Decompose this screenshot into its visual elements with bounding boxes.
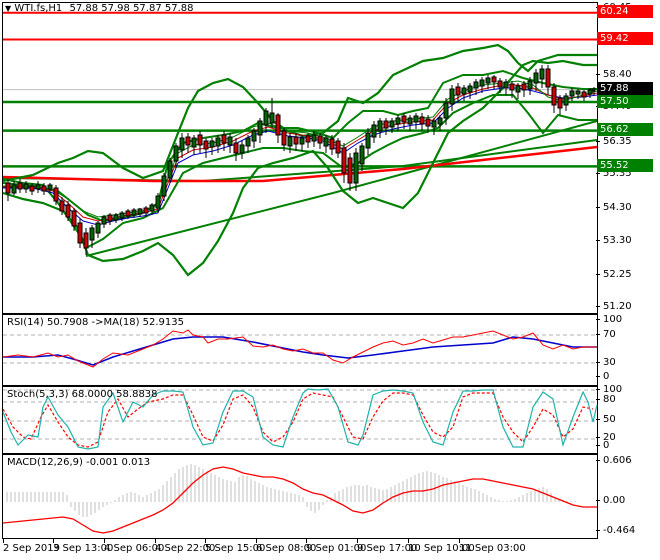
time-tick: 6 Sep 08:00: [256, 538, 317, 554]
rsi-title: RSI(14) 50.7908 ->MA(18) 52.9135: [7, 317, 184, 328]
ohlc-values: 57.88 57.98 57.87 57.88: [69, 3, 194, 14]
price-tick: 55.35: [596, 168, 632, 179]
time-tick: 11 Sep 03:00: [459, 538, 526, 554]
rsi-tick: 100: [595, 314, 622, 325]
stochastic-title: Stoch(5,3,3) 68.0000 58.8838: [7, 389, 158, 400]
rsi-axis[interactable]: 100 70 30 0: [595, 314, 660, 384]
time-tick: 3 Sep 13:00: [53, 538, 114, 554]
stoch-tick: 20: [596, 432, 616, 443]
time-tick: 9 Sep 01:00: [306, 538, 367, 554]
support-level-badge: 55.52: [597, 159, 653, 172]
current-price-badge: 57.88: [597, 82, 653, 95]
rsi-tick: 70: [596, 329, 616, 340]
symbol-label: WTI.fs,H1: [14, 3, 63, 14]
candles: [5, 65, 596, 255]
macd-tick: 0.00: [595, 495, 625, 506]
price-tick: 53.30: [596, 235, 632, 246]
rsi-tick: 0: [595, 371, 609, 382]
stoch-tick: 0: [595, 440, 609, 451]
time-tick: 2 Sep 2019: [3, 538, 61, 554]
stoch-tick: 80: [596, 394, 616, 405]
macd-tick: 0.606: [596, 455, 632, 466]
macd-axis[interactable]: 0.606 0.00 -0.464: [595, 454, 660, 537]
price-tick: 58.40: [596, 69, 632, 80]
price-tick: 56.35: [596, 136, 632, 147]
rsi-pane[interactable]: RSI(14) 50.7908 ->MA(18) 52.9135: [2, 314, 598, 386]
rsi-canvas: [2, 329, 597, 368]
time-tick: 4 Sep 22:00: [155, 538, 216, 554]
time-tick: 4 Sep 06:00: [104, 538, 165, 554]
stoch-tick: 50: [596, 414, 616, 425]
time-tick: 10 Sep 10:00: [408, 538, 475, 554]
resistance-level-badge: 59.42: [597, 32, 653, 45]
stoch-tick: 100: [595, 384, 622, 395]
macd-tick: -0.464: [595, 525, 635, 536]
price-tick: 51.20: [596, 301, 632, 312]
time-tick: 5 Sep 15:00: [205, 538, 266, 554]
triangle-down-icon[interactable]: ▼: [5, 4, 12, 13]
time-tick: 9 Sep 17:00: [357, 538, 418, 554]
macd-histogram: [6, 464, 576, 517]
stochastic-canvas: [2, 388, 598, 450]
macd-title: MACD(12,26,9) -0.001 0.013: [7, 457, 151, 468]
macd-signal-line: [2, 466, 597, 534]
price-axis[interactable]: 60.45 58.40 57.40 56.35 55.35 54.30 53.3…: [596, 0, 660, 312]
price-chart-pane[interactable]: ▼ WTI.fs,H1 57.88 57.98 57.87 57.88: [2, 2, 598, 314]
stochastic-axis[interactable]: 100 80 50 20 0: [595, 384, 660, 452]
price-tick: 52.25: [596, 269, 632, 280]
support-level-badge: 57.50: [597, 95, 653, 108]
macd-pane[interactable]: MACD(12,26,9) -0.001 0.013: [2, 454, 598, 539]
stochastic-pane[interactable]: Stoch(5,3,3) 68.0000 58.8838: [2, 386, 598, 454]
price-tick: 54.30: [596, 202, 632, 213]
support-level-badge: 56.62: [597, 123, 653, 136]
chart-header: ▼ WTI.fs,H1 57.88 57.98 57.87 57.88: [5, 3, 194, 14]
price-chart-canvas: [2, 11, 598, 277]
time-axis[interactable]: 2 Sep 2019 3 Sep 13:00 4 Sep 06:00 4 Sep…: [0, 538, 660, 560]
resistance-level-badge: 60.24: [597, 5, 653, 18]
macd-canvas: [2, 464, 597, 534]
rsi-tick: 30: [596, 357, 616, 368]
